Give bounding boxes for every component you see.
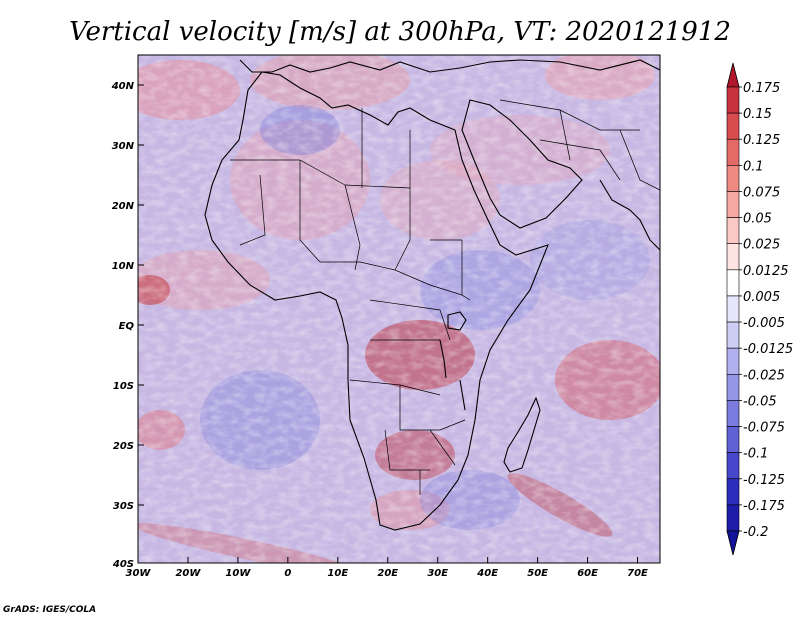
map-panel	[138, 55, 660, 563]
europe-coastline	[239, 59, 660, 73]
colorbar-label: 0.0125	[743, 264, 789, 279]
lon-label: 30W	[126, 568, 152, 579]
coastlines	[204, 59, 660, 531]
grads-credit: GrADS: IGES/COLA	[3, 605, 96, 615]
arabia-coastline	[461, 99, 583, 229]
colorbar-label: 0.175	[743, 81, 780, 96]
colorbar-label: 0.025	[743, 238, 780, 253]
colorbar-label: -0.075	[743, 421, 785, 436]
lon-label: 10E	[327, 568, 348, 579]
lon-label: 20W	[175, 568, 201, 579]
colorbar-label: -0.05	[743, 394, 777, 409]
colorbar-segment	[726, 217, 740, 245]
colorbar-label: 0.1	[743, 159, 764, 174]
colorbar-top-arrow	[726, 62, 740, 88]
lon-label: 20E	[377, 568, 398, 579]
lat-label: 30N	[112, 141, 135, 152]
colorbar-label: 0.15	[743, 107, 772, 122]
colorbar-label: 0.05	[743, 212, 772, 227]
colorbar-segment	[726, 321, 740, 349]
lat-label: 20S	[113, 441, 134, 452]
colorbar-label: -0.005	[743, 316, 785, 331]
lon-label: 30E	[427, 568, 448, 579]
lake-tanganyika	[439, 339, 447, 379]
colorbar-segment	[726, 138, 740, 166]
lon-label: 40E	[476, 568, 498, 579]
colorbar-segment	[726, 426, 740, 453]
colorbar-segment	[726, 452, 740, 480]
colorbar-label: 0.075	[743, 185, 780, 200]
map-title: Vertical velocity [m/s] at 300hPa, VT: 2…	[69, 17, 731, 47]
lat-label: 20N	[112, 201, 135, 212]
lon-label: 70E	[627, 568, 648, 579]
lat-label: 10N	[112, 261, 135, 272]
lon-label: 0	[284, 568, 291, 579]
colorbar-label: -0.0125	[743, 342, 793, 357]
colorbar-segment	[726, 86, 740, 114]
colorbar-segment	[726, 191, 740, 218]
colorbar-segment	[726, 400, 740, 427]
colorbar-bottom-arrow	[726, 530, 740, 556]
lon-label: 60E	[577, 568, 598, 579]
colorbar-segment	[726, 269, 740, 297]
colorbar-label: -0.2	[743, 525, 768, 540]
lon-label: 50E	[527, 568, 548, 579]
latitude-axis: 40N 30N 20N 10N EQ 10S 20S 30S 40S	[111, 81, 144, 570]
longitude-axis: 30W 20W 10W 0 10E 20E 30E 40E 50E 60E 70E	[126, 557, 648, 579]
india-coastline	[599, 179, 660, 251]
colorbar-label: -0.125	[743, 473, 785, 488]
lat-label: 40N	[111, 81, 135, 92]
colorbar: 0.175 0.15 0.125 0.1 0.075 0.05 0.025 0.0125 0.0…	[726, 62, 793, 556]
country-borders	[230, 99, 660, 495]
colorbar-label: -0.1	[743, 447, 768, 462]
colorbar-segment	[726, 478, 740, 506]
lat-label: 30S	[113, 501, 134, 512]
colorbar-segment	[726, 243, 740, 271]
africa-coastline	[204, 71, 549, 531]
colorbar-segment	[726, 504, 740, 532]
lake-victoria	[447, 311, 467, 331]
colorbar-segment	[726, 112, 740, 140]
colorbar-label: -0.025	[743, 368, 785, 383]
lake-malawi	[459, 379, 466, 411]
colorbar-segment	[726, 373, 740, 401]
lon-label: 10W	[225, 568, 251, 579]
colorbar-segment	[726, 295, 740, 323]
lat-label: EQ	[119, 321, 135, 332]
map-frame	[137, 54, 661, 564]
colorbar-label: -0.175	[743, 499, 785, 514]
colorbar-label: 0.005	[743, 290, 780, 305]
colorbar-segment	[726, 165, 740, 192]
lat-label: 40S	[112, 559, 134, 570]
colorbar-label: 0.125	[743, 133, 780, 148]
field-texture	[138, 55, 660, 563]
madagascar-coastline	[503, 396, 541, 473]
lat-label: 10S	[113, 381, 134, 392]
colorbar-segment	[726, 347, 740, 375]
